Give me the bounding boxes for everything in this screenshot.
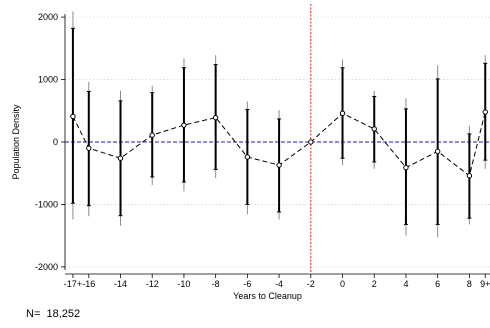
- y-tick-label: -2000: [35, 262, 58, 272]
- grid-lines: [65, 16, 490, 268]
- estimate-point: [276, 162, 282, 168]
- x-tick-label: -16: [82, 279, 95, 289]
- estimate-point: [86, 145, 92, 151]
- sample-size-note: N= 18,252: [26, 308, 80, 320]
- x-tick-label: 9+: [480, 279, 490, 289]
- estimate-point: [149, 132, 155, 138]
- estimate-point: [434, 148, 441, 155]
- x-tick-label: -10: [177, 279, 190, 289]
- y-axis-title: Population Density: [11, 104, 21, 180]
- sample-size-value: 18,252: [46, 308, 81, 320]
- confidence-intervals: [70, 11, 488, 238]
- x-axis-title: Years to Cleanup: [233, 291, 302, 301]
- estimate-point: [181, 122, 187, 128]
- y-tick-label: 1000: [38, 75, 58, 85]
- estimate-point: [117, 155, 124, 161]
- x-tick-label: -14: [114, 279, 127, 289]
- x-tick-label: -12: [146, 279, 159, 289]
- estimate-point: [482, 109, 488, 115]
- x-tick-label: 6: [435, 279, 440, 289]
- estimate-point: [212, 114, 219, 121]
- x-tick-label: -17+: [64, 279, 82, 289]
- sample-size-prefix: N=: [26, 308, 41, 320]
- estimate-point: [244, 154, 251, 160]
- x-tick-label: 2: [372, 279, 377, 289]
- x-tick-label: -8: [212, 279, 220, 289]
- estimate-point: [308, 139, 314, 145]
- estimate-point: [371, 126, 377, 132]
- reference-lines: [65, 4, 490, 274]
- x-tick-label: -6: [243, 279, 251, 289]
- x-tick-label: -2: [307, 279, 315, 289]
- estimate-point: [403, 164, 409, 171]
- estimate-series: [70, 109, 488, 179]
- x-tick-label: 0: [340, 279, 345, 289]
- y-tick-label: 0: [53, 137, 58, 147]
- x-tick-label: 8: [467, 279, 472, 289]
- axis-labels: -2000 -1000 0 1000 2000 -17+ -16 -14 -12 -10 -8 -6 -…: [11, 12, 490, 301]
- x-tick-label: -4: [275, 279, 283, 289]
- x-tick-label: 4: [403, 279, 408, 289]
- estimate-point: [339, 110, 346, 116]
- estimate-point: [70, 113, 76, 120]
- y-tick-label: 2000: [38, 12, 58, 22]
- axes: [61, 14, 490, 278]
- y-tick-label: -1000: [35, 199, 58, 209]
- estimate-point: [466, 173, 473, 179]
